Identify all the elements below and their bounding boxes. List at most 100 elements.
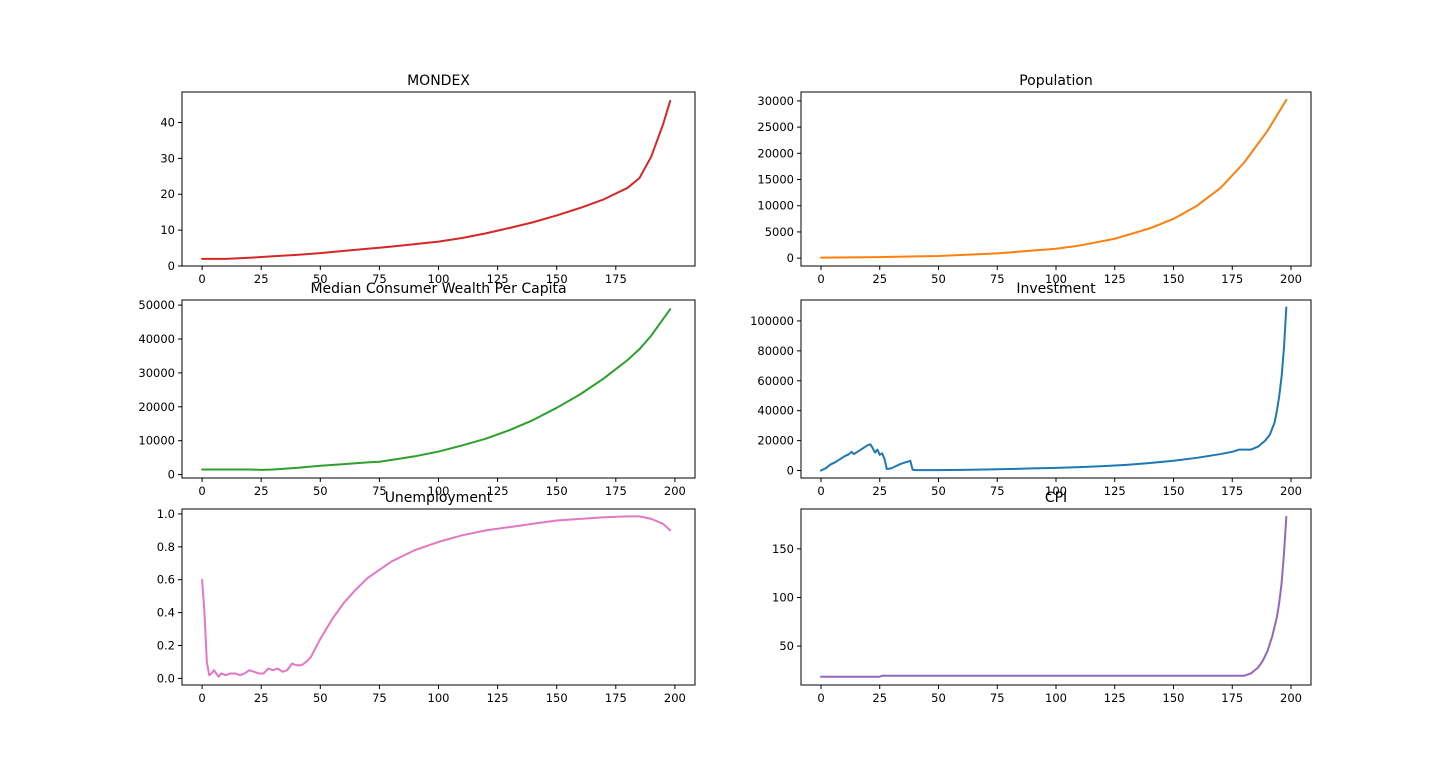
x-tick-label: 0 (198, 484, 205, 498)
x-tick-label: 125 (1104, 691, 1126, 705)
y-tick-label: 100000 (750, 314, 794, 328)
x-tick-label: 125 (1104, 484, 1126, 498)
y-tick-label: 50000 (138, 298, 175, 312)
chart-title: Population (1019, 73, 1093, 89)
y-tick-label: 0.6 (157, 573, 175, 587)
chart-cpi: CPI 0 25 50 75 100 125 150 175 200 50 100 150 (772, 490, 1312, 705)
x-tick-label: 125 (487, 272, 509, 286)
y-tick-label: 0.4 (157, 606, 175, 620)
y-tick-label: 40000 (138, 332, 175, 346)
x-tick-label: 50 (313, 691, 328, 705)
x-tick-label: 100 (1045, 691, 1067, 705)
y-tick-label: 10000 (138, 434, 175, 448)
x-tick-label: 25 (872, 484, 887, 498)
y-tick-label: 20000 (138, 400, 175, 414)
x-tick-label: 75 (372, 272, 387, 286)
x-tick-label: 0 (817, 484, 824, 498)
x-tick-label: 200 (1280, 484, 1302, 498)
series-line-median-consumer-wealth-per-capita (201, 308, 672, 471)
x-tick-label: 100 (428, 484, 450, 498)
y-tick-label: 0.2 (157, 639, 175, 653)
chart-population: Population 0 25 50 75 100 125 150 175 200 0 5000 100… (757, 73, 1312, 286)
x-tick-label: 125 (1104, 272, 1126, 286)
chart-investment: Investment 0 25 50 75 100 125 150 175 200 0 20000 40… (750, 281, 1312, 498)
x-tick-label: 150 (546, 484, 568, 498)
x-tick-label: 50 (931, 272, 946, 286)
y-tick-label: 40000 (757, 404, 794, 418)
x-tick-label: 50 (931, 484, 946, 498)
y-tick-label: 20 (160, 187, 175, 201)
x-tick-label: 0 (198, 272, 205, 286)
y-tick-label: 25000 (757, 120, 794, 134)
x-tick-label: 200 (664, 691, 686, 705)
x-tick-label: 200 (1280, 272, 1302, 286)
y-tick-label: 30000 (138, 366, 175, 380)
x-tick-label: 125 (487, 484, 509, 498)
chart-title: CPI (1045, 490, 1067, 506)
x-tick-label: 150 (546, 691, 568, 705)
x-tick-label: 150 (1163, 272, 1185, 286)
series-line-population (819, 98, 1288, 259)
y-tick-label: 0.0 (157, 671, 175, 685)
y-tick-label: 150 (772, 542, 794, 556)
chart-mondex: MONDEX 0 25 50 75 100 125 150 175 0 10 20 30 40 (160, 73, 696, 286)
y-tick-label: 0 (787, 464, 794, 478)
y-tick-label: 1.0 (157, 507, 175, 521)
y-tick-label: 20000 (757, 146, 794, 160)
x-tick-label: 100 (428, 272, 450, 286)
x-tick-label: 200 (664, 484, 686, 498)
x-tick-label: 150 (546, 272, 568, 286)
chart-title: Unemployment (385, 490, 493, 506)
x-tick-label: 175 (605, 272, 627, 286)
x-tick-label: 75 (372, 484, 387, 498)
y-tick-label: 80000 (757, 344, 794, 358)
series-line-cpi (819, 515, 1288, 678)
y-tick-label: 0 (787, 251, 794, 265)
series-line-unemployment (201, 515, 672, 678)
x-tick-label: 200 (1280, 691, 1302, 705)
y-tick-label: 100 (772, 590, 794, 604)
x-tick-label: 125 (487, 691, 509, 705)
x-tick-label: 50 (313, 484, 328, 498)
y-tick-label: 10 (160, 223, 175, 237)
x-tick-label: 175 (1221, 272, 1243, 286)
x-tick-label: 50 (931, 691, 946, 705)
x-tick-label: 25 (872, 691, 887, 705)
y-tick-label: 15000 (757, 173, 794, 187)
y-tick-label: 20000 (757, 434, 794, 448)
x-tick-label: 175 (605, 691, 627, 705)
y-tick-label: 10000 (757, 199, 794, 213)
y-tick-label: 60000 (757, 374, 794, 388)
x-tick-label: 25 (254, 484, 269, 498)
y-tick-label: 30 (160, 151, 175, 165)
x-tick-label: 75 (990, 484, 1005, 498)
y-tick-label: 5000 (765, 225, 794, 239)
chart-title: MONDEX (407, 73, 470, 89)
y-tick-label: 0 (168, 468, 175, 482)
x-tick-label: 75 (990, 272, 1005, 286)
y-tick-label: 30000 (757, 94, 794, 108)
y-tick-label: 0.8 (157, 540, 175, 554)
x-tick-label: 175 (1221, 691, 1243, 705)
x-tick-label: 100 (1045, 272, 1067, 286)
x-tick-label: 25 (254, 691, 269, 705)
x-tick-label: 75 (990, 691, 1005, 705)
chart-unemployment: Unemployment 0 25 50 75 100 125 150 175 200 0.0 0.2… (157, 490, 696, 705)
x-tick-label: 175 (1221, 484, 1243, 498)
x-tick-label: 175 (605, 484, 627, 498)
x-tick-label: 150 (1163, 691, 1185, 705)
x-tick-label: 75 (372, 691, 387, 705)
x-tick-label: 100 (428, 691, 450, 705)
chart-title: Median Consumer Wealth Per Capita (310, 281, 566, 297)
x-tick-label: 50 (313, 272, 328, 286)
chart-median-consumer-wealth-per-capita: Median Consumer Wealth Per Capita 0 25 50 75… (138, 281, 696, 498)
x-tick-label: 25 (872, 272, 887, 286)
x-tick-label: 0 (817, 691, 824, 705)
x-tick-label: 100 (1045, 484, 1067, 498)
y-tick-label: 40 (160, 115, 175, 129)
x-tick-label: 25 (254, 272, 269, 286)
x-tick-label: 0 (817, 272, 824, 286)
y-tick-label: 0 (168, 259, 175, 273)
